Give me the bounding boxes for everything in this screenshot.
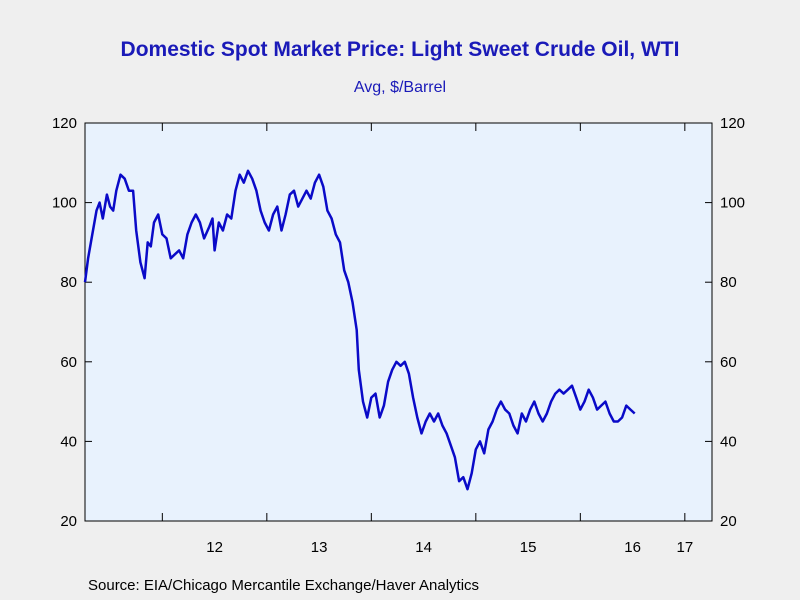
y-tick-label-left: 120 (52, 115, 77, 132)
y-axis-right: 20 40 60 80 100 120 (705, 115, 745, 530)
x-tick-label: 17 (676, 539, 693, 556)
series-line (83, 169, 636, 491)
y-tick-label-right: 60 (720, 354, 737, 371)
x-tick-label: 12 (206, 539, 223, 556)
x-tick-label: 15 (520, 539, 537, 556)
y-tick-label-right: 20 (720, 513, 737, 530)
y-tick-label-left: 100 (52, 195, 77, 212)
y-tick-label-left: 40 (60, 433, 77, 450)
chart-title: Domestic Spot Market Price: Light Sweet … (120, 38, 680, 61)
x-tick-label: 14 (415, 539, 432, 556)
y-tick-label-left: 80 (60, 274, 77, 291)
chart-subtitle: Avg, $/Barrel (353, 79, 447, 96)
y-tick-label-right: 40 (720, 433, 737, 450)
y-tick-label-right: 80 (720, 274, 737, 291)
y-tick-label-left: 20 (60, 513, 77, 530)
y-tick-label-right: 120 (720, 115, 745, 132)
x-axis: 12 13 14 15 16 17 (161, 123, 693, 556)
source-note: Source: EIA/Chicago Mercantile Exchange/… (88, 577, 480, 594)
y-tick-label-right: 100 (720, 195, 745, 212)
y-tick-label-left: 60 (60, 354, 77, 371)
x-tick-label: 16 (624, 539, 641, 556)
y-axis-left: 20 40 60 80 100 120 (52, 115, 92, 530)
plot-area (84, 122, 713, 522)
x-tick-label: 13 (311, 539, 328, 556)
